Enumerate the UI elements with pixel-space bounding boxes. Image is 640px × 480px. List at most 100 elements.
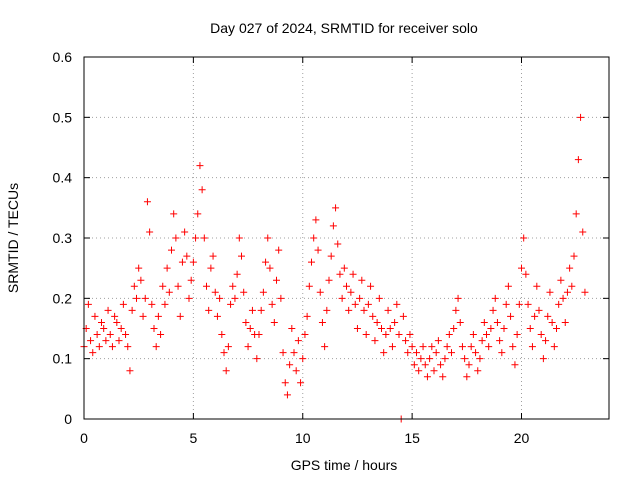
data-point — [259, 288, 267, 296]
data-point — [485, 343, 493, 351]
data-point — [489, 306, 497, 314]
data-point — [238, 252, 245, 260]
y-tick-label: 0.6 — [53, 49, 73, 65]
data-point — [568, 282, 576, 290]
data-point — [222, 367, 230, 375]
data-point — [520, 234, 528, 242]
data-point — [148, 300, 156, 308]
data-point — [294, 337, 302, 345]
data-point — [115, 337, 123, 345]
data-point — [178, 258, 186, 266]
y-tick-label: 0.5 — [53, 109, 73, 125]
data-point — [305, 282, 313, 290]
x-tick-label: 0 — [80, 430, 88, 446]
data-point — [135, 264, 143, 272]
data-point — [266, 264, 274, 272]
data-point — [378, 325, 385, 332]
data-point — [437, 361, 445, 369]
data-point — [500, 325, 508, 332]
data-point — [542, 337, 550, 345]
data-point — [522, 270, 530, 278]
data-point — [200, 234, 208, 242]
data-point — [472, 349, 480, 357]
data-point — [487, 325, 495, 332]
data-point — [111, 312, 119, 320]
data-point — [91, 312, 99, 320]
data-point — [502, 300, 510, 308]
data-point — [176, 312, 184, 320]
y-tick-labels: 0 0.1 0.2 0.3 0.4 0.5 0.6 — [53, 49, 73, 427]
data-point — [417, 355, 425, 363]
data-point — [561, 318, 569, 326]
data-point — [353, 325, 361, 332]
data-point — [159, 282, 167, 290]
y-tick-label: 0 — [64, 411, 72, 427]
data-point — [227, 300, 235, 308]
data-point — [321, 343, 329, 351]
data-point — [410, 361, 418, 369]
data-point — [246, 325, 254, 332]
x-axis-label: GPS time / hours — [291, 457, 398, 473]
data-point — [203, 282, 210, 290]
data-point — [316, 288, 324, 296]
data-point — [388, 343, 396, 351]
data-point — [143, 198, 151, 206]
data-point — [89, 349, 97, 357]
data-point — [513, 331, 521, 339]
x-tick-labels: 0 5 10 15 20 — [80, 430, 529, 446]
data-point — [297, 379, 305, 387]
data-point — [172, 234, 180, 242]
plot-frame — [83, 56, 610, 420]
data-point — [581, 288, 589, 296]
data-point — [465, 361, 473, 369]
data-point — [452, 306, 460, 314]
data-point — [220, 349, 228, 357]
chart-title: Day 027 of 2024, SRMTID for receiver sol… — [210, 20, 478, 36]
data-point — [375, 294, 383, 302]
data-point — [122, 331, 130, 339]
data-point — [288, 325, 296, 332]
data-point — [218, 331, 226, 339]
data-point — [130, 282, 138, 290]
data-point — [327, 252, 335, 260]
data-point — [275, 246, 283, 254]
data-point — [108, 343, 116, 351]
data-point — [198, 186, 206, 194]
data-point — [240, 288, 248, 296]
data-point — [248, 306, 256, 314]
data-point — [507, 312, 515, 320]
data-point — [102, 337, 110, 345]
data-point — [364, 300, 372, 308]
data-point — [224, 343, 232, 351]
data-point — [421, 361, 429, 369]
data-point — [404, 349, 412, 357]
data-point — [402, 337, 410, 345]
data-point — [209, 252, 217, 260]
data-point — [474, 367, 482, 375]
data-point — [574, 156, 582, 164]
data-point — [84, 300, 92, 308]
data-point — [137, 276, 145, 284]
data-point — [154, 312, 162, 320]
data-point — [393, 300, 401, 308]
data-point — [430, 367, 438, 375]
data-point — [483, 331, 490, 339]
data-point — [292, 367, 300, 375]
data-point — [325, 276, 333, 284]
data-point — [461, 355, 469, 363]
axis-ticks — [83, 56, 609, 420]
data-point — [332, 204, 340, 212]
data-point — [146, 228, 154, 236]
data-point — [415, 367, 423, 375]
data-point — [559, 294, 567, 302]
data-point — [187, 276, 195, 284]
data-point — [231, 294, 239, 302]
y-tick-label: 0.2 — [53, 290, 73, 306]
data-point — [349, 270, 357, 278]
data-point — [544, 312, 552, 320]
data-point — [314, 246, 322, 254]
data-point — [301, 331, 309, 339]
data-point — [104, 306, 112, 314]
x-tick-label: 10 — [295, 430, 311, 446]
data-point — [434, 337, 442, 345]
